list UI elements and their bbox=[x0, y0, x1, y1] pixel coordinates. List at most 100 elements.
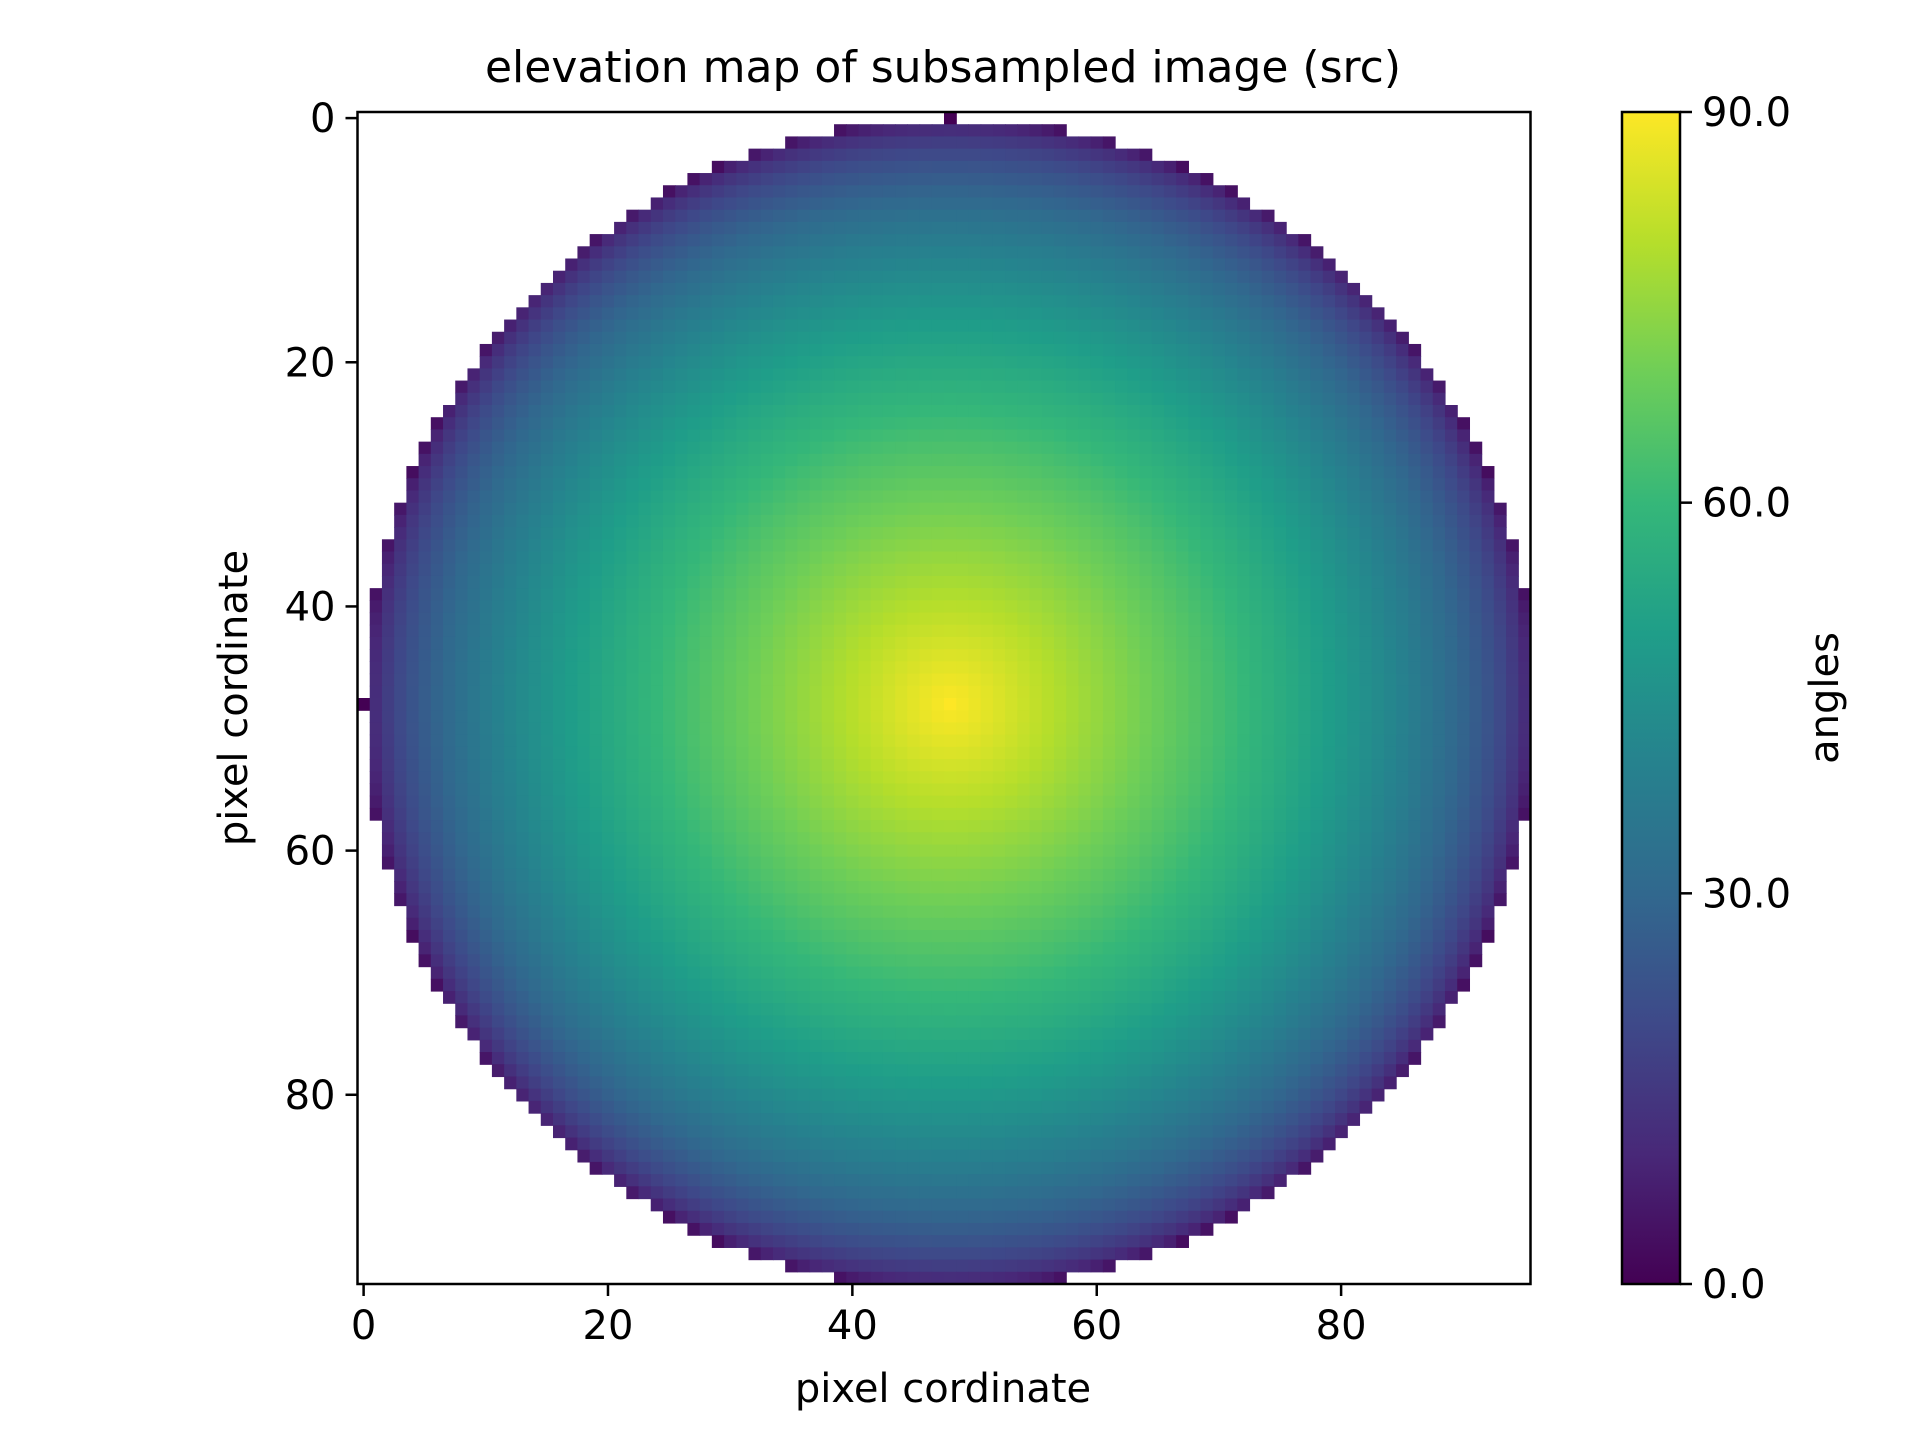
heatmap-cell bbox=[1286, 807, 1299, 821]
heatmap-cell bbox=[1469, 759, 1483, 772]
heatmap-cell bbox=[1237, 551, 1251, 565]
heatmap-cell bbox=[736, 600, 750, 614]
heatmap-cell bbox=[528, 295, 542, 308]
heatmap-cell bbox=[516, 649, 530, 662]
heatmap-cell bbox=[1432, 600, 1446, 614]
heatmap-cell bbox=[553, 844, 566, 858]
heatmap-cell bbox=[968, 612, 982, 626]
heatmap-cell bbox=[1090, 331, 1104, 345]
heatmap-cell bbox=[1249, 209, 1263, 223]
heatmap-cell bbox=[1371, 319, 1385, 333]
heatmap-cell bbox=[882, 661, 896, 675]
heatmap-cell bbox=[980, 197, 994, 211]
heatmap-cell bbox=[662, 588, 676, 601]
heatmap-cell bbox=[785, 649, 798, 662]
heatmap-cell bbox=[968, 771, 982, 785]
heatmap-cell bbox=[1151, 197, 1165, 211]
heatmap-cell bbox=[711, 722, 725, 736]
heatmap-cell bbox=[895, 490, 908, 504]
heatmap-cell bbox=[711, 307, 725, 321]
heatmap-cell bbox=[540, 307, 554, 321]
heatmap-cell bbox=[491, 356, 505, 369]
heatmap-cell bbox=[1408, 551, 1422, 565]
heatmap-cell bbox=[944, 759, 957, 772]
heatmap-cell bbox=[1237, 807, 1251, 821]
heatmap-cell bbox=[1261, 466, 1275, 479]
heatmap-cell bbox=[711, 221, 725, 235]
heatmap-cell bbox=[369, 685, 383, 699]
heatmap-cell bbox=[1506, 600, 1519, 614]
heatmap-cell bbox=[1151, 343, 1165, 357]
heatmap-cell bbox=[760, 710, 774, 724]
heatmap-cell bbox=[1066, 417, 1080, 431]
heatmap-cell bbox=[968, 148, 982, 162]
heatmap-cell bbox=[650, 441, 664, 455]
heatmap-cell bbox=[577, 807, 591, 821]
heatmap-cell bbox=[443, 624, 456, 638]
heatmap-cell bbox=[846, 600, 860, 614]
heatmap-cell bbox=[968, 673, 982, 687]
heatmap-cell bbox=[1335, 502, 1348, 516]
heatmap-cell bbox=[1444, 746, 1458, 760]
heatmap-cell bbox=[1322, 844, 1336, 858]
heatmap-cell bbox=[418, 795, 432, 809]
heatmap-cell bbox=[1090, 160, 1104, 174]
heatmap-cell bbox=[443, 795, 456, 809]
heatmap-cell bbox=[650, 673, 664, 687]
heatmap-cell bbox=[662, 282, 676, 296]
heatmap-cell bbox=[748, 673, 762, 687]
heatmap-cell bbox=[1115, 490, 1128, 504]
heatmap-cell bbox=[1359, 295, 1373, 308]
heatmap-cell bbox=[1066, 514, 1080, 528]
heatmap-cell bbox=[1029, 746, 1043, 760]
heatmap-cell bbox=[455, 722, 469, 736]
heatmap-cell bbox=[1066, 197, 1080, 211]
heatmap-cell bbox=[1237, 575, 1251, 589]
heatmap-cell bbox=[907, 368, 921, 382]
heatmap-cell bbox=[907, 417, 921, 431]
heatmap-cell bbox=[1163, 209, 1177, 223]
heatmap-cell bbox=[1469, 795, 1483, 809]
heatmap-cell bbox=[1322, 832, 1336, 846]
heatmap-cell bbox=[1127, 307, 1141, 321]
heatmap-cell bbox=[1139, 368, 1153, 382]
heatmap-cell bbox=[846, 295, 860, 308]
heatmap-cell bbox=[1200, 405, 1214, 418]
heatmap-cell bbox=[1493, 539, 1507, 553]
heatmap-cell bbox=[1151, 514, 1165, 528]
heatmap-cell bbox=[1493, 783, 1507, 797]
heatmap-cell bbox=[907, 490, 921, 504]
heatmap-cell bbox=[1163, 759, 1177, 772]
heatmap-cell bbox=[724, 563, 737, 577]
heatmap-cell bbox=[992, 234, 1006, 247]
heatmap-cell bbox=[528, 698, 542, 711]
heatmap-cell bbox=[846, 173, 860, 186]
heatmap-cell bbox=[944, 466, 957, 479]
heatmap-cell bbox=[944, 575, 957, 589]
heatmap-cell bbox=[1053, 673, 1067, 687]
heatmap-cell bbox=[1371, 551, 1385, 565]
heatmap-cell bbox=[430, 881, 444, 894]
heatmap-cell bbox=[1041, 490, 1055, 504]
heatmap-cell bbox=[1261, 722, 1275, 736]
heatmap-cell bbox=[491, 820, 505, 833]
heatmap-cell bbox=[1151, 575, 1165, 589]
heatmap-cell bbox=[1200, 453, 1214, 467]
heatmap-cell bbox=[589, 563, 603, 577]
heatmap-cell bbox=[1041, 429, 1055, 443]
heatmap-cell bbox=[1335, 270, 1348, 284]
heatmap-cell bbox=[992, 551, 1006, 565]
heatmap-cell bbox=[931, 429, 945, 443]
heatmap-cell bbox=[846, 331, 860, 345]
heatmap-cell bbox=[834, 588, 847, 601]
heatmap-cell bbox=[882, 527, 896, 540]
heatmap-cell bbox=[870, 807, 884, 821]
heatmap-cell bbox=[1005, 368, 1018, 382]
heatmap-cell bbox=[455, 380, 469, 394]
heatmap-cell bbox=[1371, 380, 1385, 394]
heatmap-cell bbox=[455, 502, 469, 516]
heatmap-cell bbox=[540, 624, 554, 638]
heatmap-cell bbox=[1115, 307, 1128, 321]
heatmap-cell bbox=[1078, 514, 1092, 528]
heatmap-cell bbox=[1383, 356, 1397, 369]
